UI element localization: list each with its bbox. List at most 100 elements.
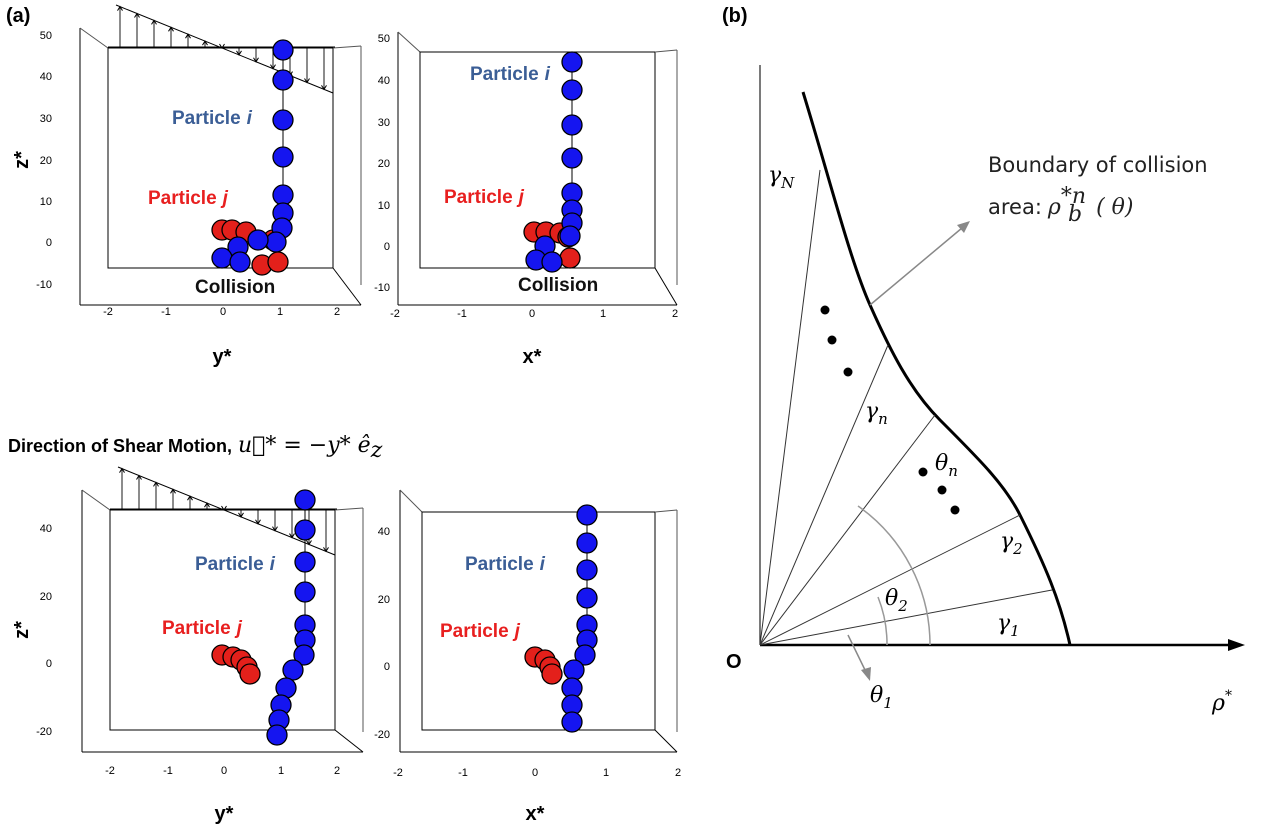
dot	[820, 305, 830, 315]
dot	[950, 505, 960, 515]
dot	[937, 485, 947, 495]
particle-label: Particle j	[444, 187, 525, 208]
collision-label: Collision	[518, 275, 598, 296]
arrow-head	[236, 50, 242, 56]
particle-word: Particle	[440, 621, 509, 642]
arrow-head	[187, 495, 193, 501]
arrow-head	[323, 547, 329, 553]
line	[654, 49, 678, 53]
axis-arrow	[1228, 639, 1245, 651]
symbol: θ	[885, 586, 898, 611]
particle-label: Particle i	[195, 554, 276, 575]
particle	[541, 251, 563, 273]
math-label: γn	[865, 399, 888, 428]
particle	[294, 581, 316, 603]
h-tick-label: 2	[334, 765, 340, 777]
z-tick-label: 0	[46, 658, 52, 670]
arrow-head	[221, 505, 227, 511]
line	[334, 507, 364, 511]
superscript: *	[1225, 688, 1232, 704]
particle	[559, 225, 581, 247]
z-tick-label: 50	[378, 33, 390, 45]
axis-label: x*	[526, 803, 545, 825]
dot	[843, 367, 853, 377]
particle-index: i	[270, 554, 276, 575]
line	[759, 169, 821, 646]
line	[759, 414, 936, 646]
math-label: θ1	[870, 683, 893, 712]
line	[332, 267, 362, 306]
math-label: θ2	[885, 586, 908, 615]
particle-label: Particle j	[148, 188, 229, 209]
axis-label: z*	[11, 621, 33, 639]
h-tick-label: 0	[532, 767, 538, 779]
particle	[239, 663, 261, 685]
particle	[272, 39, 294, 61]
subscript: n	[878, 410, 888, 428]
line	[399, 489, 423, 513]
particle-word: Particle	[465, 554, 534, 575]
particle-word: Particle	[162, 618, 231, 639]
axis-label: y*	[213, 346, 232, 368]
arrow-head	[204, 502, 210, 508]
rho-sub: b	[1068, 202, 1082, 227]
particle-index: j	[234, 618, 243, 639]
rho-arg: ( θ)	[1096, 195, 1133, 220]
arrow-head	[272, 526, 278, 532]
arrow-head	[238, 512, 244, 518]
particle	[294, 519, 316, 541]
particle	[272, 109, 294, 131]
h-tick-label: -1	[457, 308, 467, 320]
arrow-head	[306, 540, 312, 546]
arrow-head	[153, 481, 159, 487]
z-tick-label: 30	[378, 117, 390, 129]
symbol: θ	[870, 683, 883, 708]
particle	[561, 711, 583, 733]
plot-box	[109, 509, 336, 731]
arrow-head	[321, 85, 327, 91]
h-tick-label: -2	[390, 308, 400, 320]
boundary-text: area: ρ*n b ( θ)	[988, 184, 1134, 227]
subscript: 2	[897, 597, 908, 615]
particle-index: j	[512, 621, 521, 642]
particle	[541, 663, 563, 685]
particle-index: i	[247, 108, 253, 129]
line	[397, 31, 421, 53]
particle-label: Particle i	[465, 554, 546, 575]
boundary-text: Boundary of collision	[988, 153, 1208, 177]
particle	[576, 587, 598, 609]
line	[654, 509, 678, 513]
z-tick-label: 0	[384, 661, 390, 673]
particle	[272, 69, 294, 91]
line	[759, 344, 889, 646]
particle	[294, 489, 316, 511]
arrow-head	[119, 467, 125, 473]
arrow-head	[255, 519, 261, 525]
axis-label: y*	[215, 803, 234, 825]
h-tick-label: 0	[221, 765, 227, 777]
h-tick-label: -2	[393, 767, 403, 779]
z-tick-label: 20	[378, 594, 390, 606]
line	[759, 514, 1021, 646]
arrow-head	[117, 5, 123, 11]
line	[81, 489, 111, 511]
math-label: γN	[768, 163, 795, 192]
h-tick-label: 2	[334, 306, 340, 318]
arrow-head	[185, 33, 191, 39]
h-tick-label: 1	[277, 306, 283, 318]
z-tick-label: 40	[378, 75, 390, 87]
particle-label: Particle j	[440, 621, 521, 642]
subscript: n	[948, 462, 958, 480]
particle	[267, 251, 289, 273]
z-tick-label: -10	[36, 279, 52, 291]
z-tick-label: 20	[40, 591, 52, 603]
symbol: ρ	[1211, 691, 1225, 716]
h-tick-label: -1	[161, 306, 171, 318]
subscript: 2	[1012, 540, 1023, 558]
particle	[576, 532, 598, 554]
particle-label: Particle j	[162, 618, 243, 639]
particle-word: Particle	[172, 108, 241, 129]
particle-word: Particle	[470, 64, 539, 85]
particle-label: Particle i	[470, 64, 551, 85]
